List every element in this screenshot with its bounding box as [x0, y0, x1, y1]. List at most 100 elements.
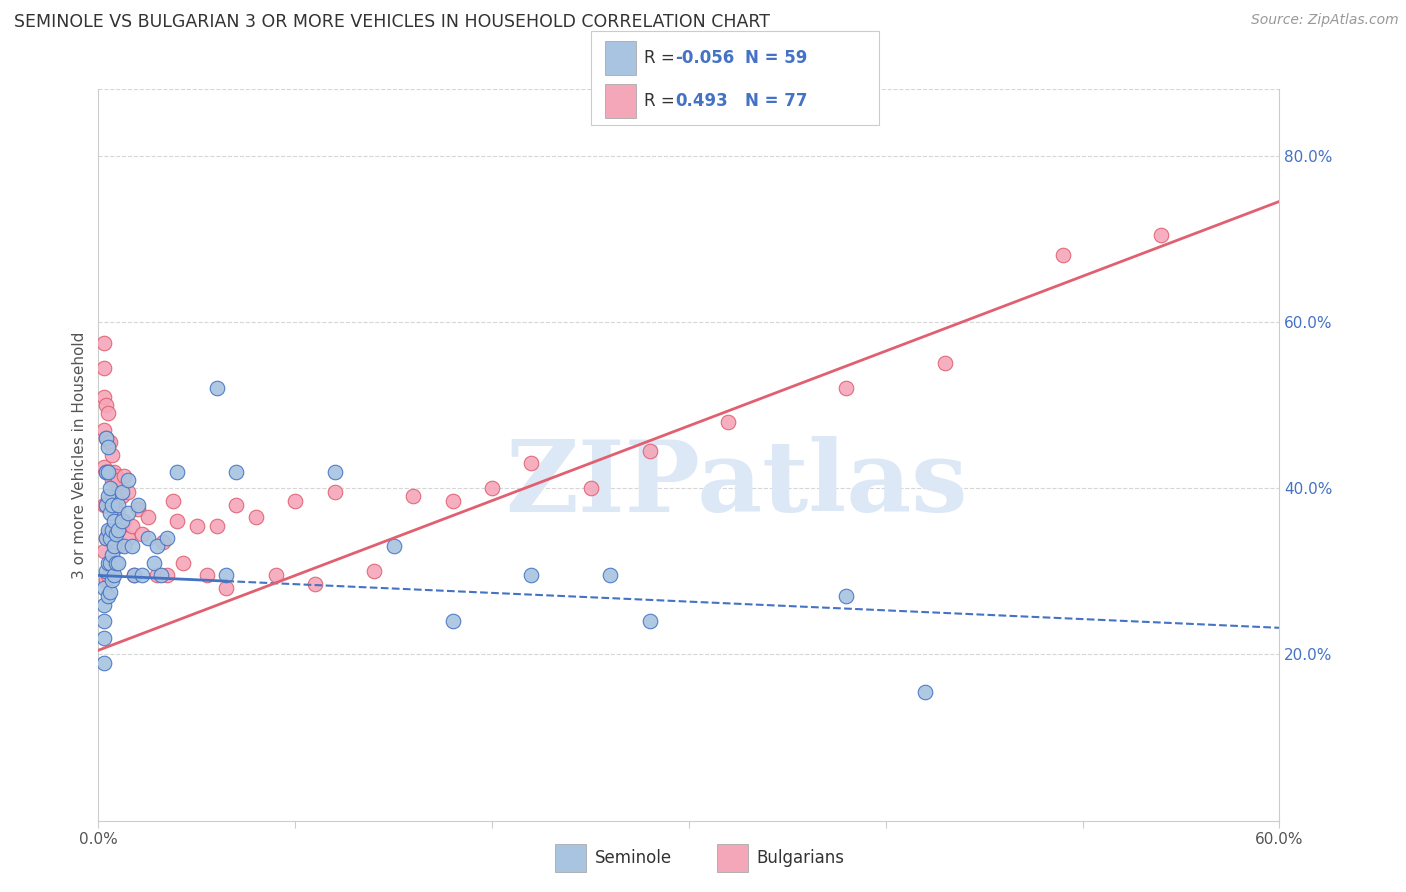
Point: [638, 614, 661, 628]
Point: [97, 589, 120, 603]
Point: [195, 568, 218, 582]
Point: [520, 456, 543, 470]
Text: R =: R =: [644, 49, 681, 67]
Point: [264, 568, 287, 582]
Point: [156, 568, 179, 582]
Point: [98, 481, 121, 495]
Point: [103, 568, 125, 582]
Point: [103, 515, 125, 529]
Point: [172, 556, 194, 570]
Point: [166, 515, 188, 529]
Point: [225, 498, 247, 512]
Point: [107, 506, 129, 520]
Point: [323, 485, 346, 500]
Point: [103, 465, 125, 479]
Point: [131, 527, 153, 541]
Point: [98, 493, 121, 508]
Point: [142, 556, 165, 570]
Point: [579, 481, 602, 495]
Point: [97, 493, 120, 508]
Point: [105, 556, 128, 570]
Point: [96, 498, 118, 512]
Point: [146, 568, 169, 582]
Point: [101, 498, 124, 512]
Point: [166, 465, 188, 479]
Point: [97, 435, 120, 450]
Point: [96, 465, 118, 479]
Point: [112, 515, 135, 529]
Point: [103, 490, 125, 504]
Point: [97, 465, 120, 479]
Point: [96, 498, 118, 512]
Point: [599, 568, 621, 582]
Point: [96, 431, 118, 445]
Point: [103, 523, 125, 537]
Point: [96, 465, 118, 479]
Point: [717, 415, 740, 429]
Point: [122, 568, 145, 582]
Point: [107, 498, 129, 512]
Point: [136, 531, 159, 545]
Point: [96, 564, 118, 578]
Point: [638, 443, 661, 458]
Point: [101, 502, 124, 516]
Point: [105, 468, 128, 483]
Point: [122, 568, 145, 582]
Point: [121, 518, 143, 533]
Point: [245, 510, 267, 524]
Point: [323, 465, 346, 479]
Point: [284, 493, 307, 508]
Point: [363, 564, 385, 578]
Point: [112, 468, 135, 483]
Point: [121, 539, 143, 553]
Point: [96, 398, 118, 412]
Point: [97, 556, 120, 570]
Point: [1052, 248, 1074, 262]
Point: [93, 598, 115, 612]
Point: [304, 576, 326, 591]
Point: [835, 381, 858, 395]
Point: [131, 568, 153, 582]
Point: [93, 390, 115, 404]
Point: [98, 560, 121, 574]
Point: [117, 485, 139, 500]
Point: [101, 573, 124, 587]
Point: [481, 481, 503, 495]
Text: N = 59: N = 59: [745, 49, 807, 67]
Text: Bulgarians: Bulgarians: [756, 849, 845, 867]
Point: [205, 518, 228, 533]
Point: [101, 523, 124, 537]
Point: [1150, 227, 1173, 242]
Point: [98, 585, 121, 599]
Point: [205, 381, 228, 395]
Point: [105, 527, 128, 541]
Point: [111, 490, 134, 504]
Point: [97, 406, 120, 420]
Point: [97, 490, 120, 504]
Point: [225, 465, 247, 479]
Text: 0.493: 0.493: [675, 92, 728, 110]
Point: [93, 656, 115, 670]
Text: SEMINOLE VS BULGARIAN 3 OR MORE VEHICLES IN HOUSEHOLD CORRELATION CHART: SEMINOLE VS BULGARIAN 3 OR MORE VEHICLES…: [14, 13, 770, 31]
Point: [186, 518, 208, 533]
Point: [97, 527, 120, 541]
Point: [101, 568, 124, 582]
Point: [98, 556, 121, 570]
Point: [105, 502, 128, 516]
Point: [93, 614, 115, 628]
Point: [96, 431, 118, 445]
Point: [98, 506, 121, 520]
Text: Seminole: Seminole: [595, 849, 672, 867]
Point: [382, 539, 405, 553]
Point: [98, 531, 121, 545]
Point: [98, 523, 121, 537]
Text: -0.056: -0.056: [675, 49, 734, 67]
Point: [101, 448, 124, 462]
Point: [98, 465, 121, 479]
Point: [93, 335, 115, 350]
Point: [101, 473, 124, 487]
Text: R =: R =: [644, 92, 685, 110]
Point: [112, 539, 135, 553]
Point: [150, 568, 173, 582]
Point: [93, 543, 115, 558]
